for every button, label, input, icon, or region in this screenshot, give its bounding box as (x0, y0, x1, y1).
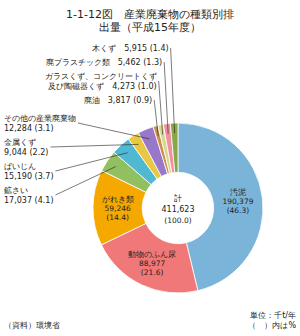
slice-label-line: 12,284 (3.1) (4, 124, 54, 133)
slice-label: 金属くず9,044 (2.2) (4, 138, 48, 157)
slice-label-line: 190,379 (222, 196, 253, 205)
leader-line (171, 48, 175, 133)
slice-label-line: (46.3) (227, 205, 250, 214)
slice-label-line: ばいじん (4, 162, 36, 171)
title-line: 1-1-12図 産業廃棄物の種類別排 (66, 7, 234, 20)
slice-label-line: がれき類 (102, 194, 134, 203)
slice-label-line: 88,977 (139, 258, 165, 267)
leader-line (154, 100, 158, 136)
slice-label-line: 木くず 5,915 (1.4) (92, 44, 168, 53)
slice-label: ばいじん15,190 (3.7) (4, 162, 54, 181)
slice-label: がれき類59,246(14.4) (102, 194, 134, 221)
donut (93, 123, 263, 293)
slice-label-line: 金属くず (4, 138, 36, 147)
leader-line (159, 81, 163, 135)
center-text: 計 (174, 194, 182, 203)
slice-label-line: ガラスくず、コンクリートくず (45, 72, 157, 81)
slice-label: その他の産業廃棄物12,284 (3.1) (4, 114, 76, 133)
slice-label-line: 汚泥 (230, 187, 246, 196)
slice-label-line: (21.6) (141, 267, 164, 276)
slice-label-line: 鉱さい (4, 186, 28, 195)
slice-label-line: 17,037 (4.1) (4, 196, 54, 205)
slice-label-line: その他の産業廃棄物 (4, 114, 76, 123)
leader-line (164, 62, 168, 134)
chart: 1-1-12図 産業廃棄物の種類別排出量（平成15年度） 計 411,623 (100… (0, 0, 300, 336)
slice-label-line: 廃プラスチック類 5,462 (1.3) (46, 58, 162, 67)
leader-line (56, 153, 128, 171)
slice-label: 廃油 3,817 (0.9) (84, 96, 152, 105)
slice (170, 123, 178, 172)
slice-label-line: 及び陶磁器くず 4,273 (1.0) (48, 82, 156, 91)
slice-label-line: 9,044 (2.2) (4, 148, 48, 157)
unit-line: （ ）内は% (248, 321, 296, 330)
unit-line: 単位：千t/年 (250, 311, 296, 320)
slice-label-line: 廃油 3,817 (0.9) (84, 96, 152, 105)
unit: 単位：千t/年（ ）内は% (248, 311, 296, 330)
leader-line (50, 144, 138, 147)
source: （資料）環境省 (4, 321, 60, 330)
slice-label: 動物のふん尿88,977(21.6) (128, 249, 176, 276)
slice-label: 鉱さい17,037 (4.1) (4, 186, 54, 205)
slice-label-line: 動物のふん尿 (128, 249, 176, 258)
slice-label-line: 15,190 (3.7) (4, 172, 54, 181)
slice-label: ガラスくず、コンクリートくず及び陶磁器くず 4,273 (1.0) (45, 72, 157, 91)
slice-label: 汚泥190,379(46.3) (222, 187, 253, 214)
leader-line (78, 123, 149, 139)
slice-label-line: 59,246 (105, 203, 131, 212)
center-text: (100.0) (164, 216, 191, 225)
title-line: 出量（平成15年度） (99, 20, 201, 33)
title: 1-1-12図 産業廃棄物の種類別排出量（平成15年度） (66, 7, 234, 33)
slice-label-line: (14.4) (106, 212, 129, 221)
slice-label: 木くず 5,915 (1.4) (92, 44, 168, 53)
leader-line (56, 167, 116, 195)
labels: 計 411,623 (100.0) 汚泥190,379(46.3) 動物のふん尿88,9… (4, 44, 254, 277)
slice-label: 廃プラスチック類 5,462 (1.3) (46, 58, 162, 67)
center-text: 411,623 (161, 205, 194, 214)
